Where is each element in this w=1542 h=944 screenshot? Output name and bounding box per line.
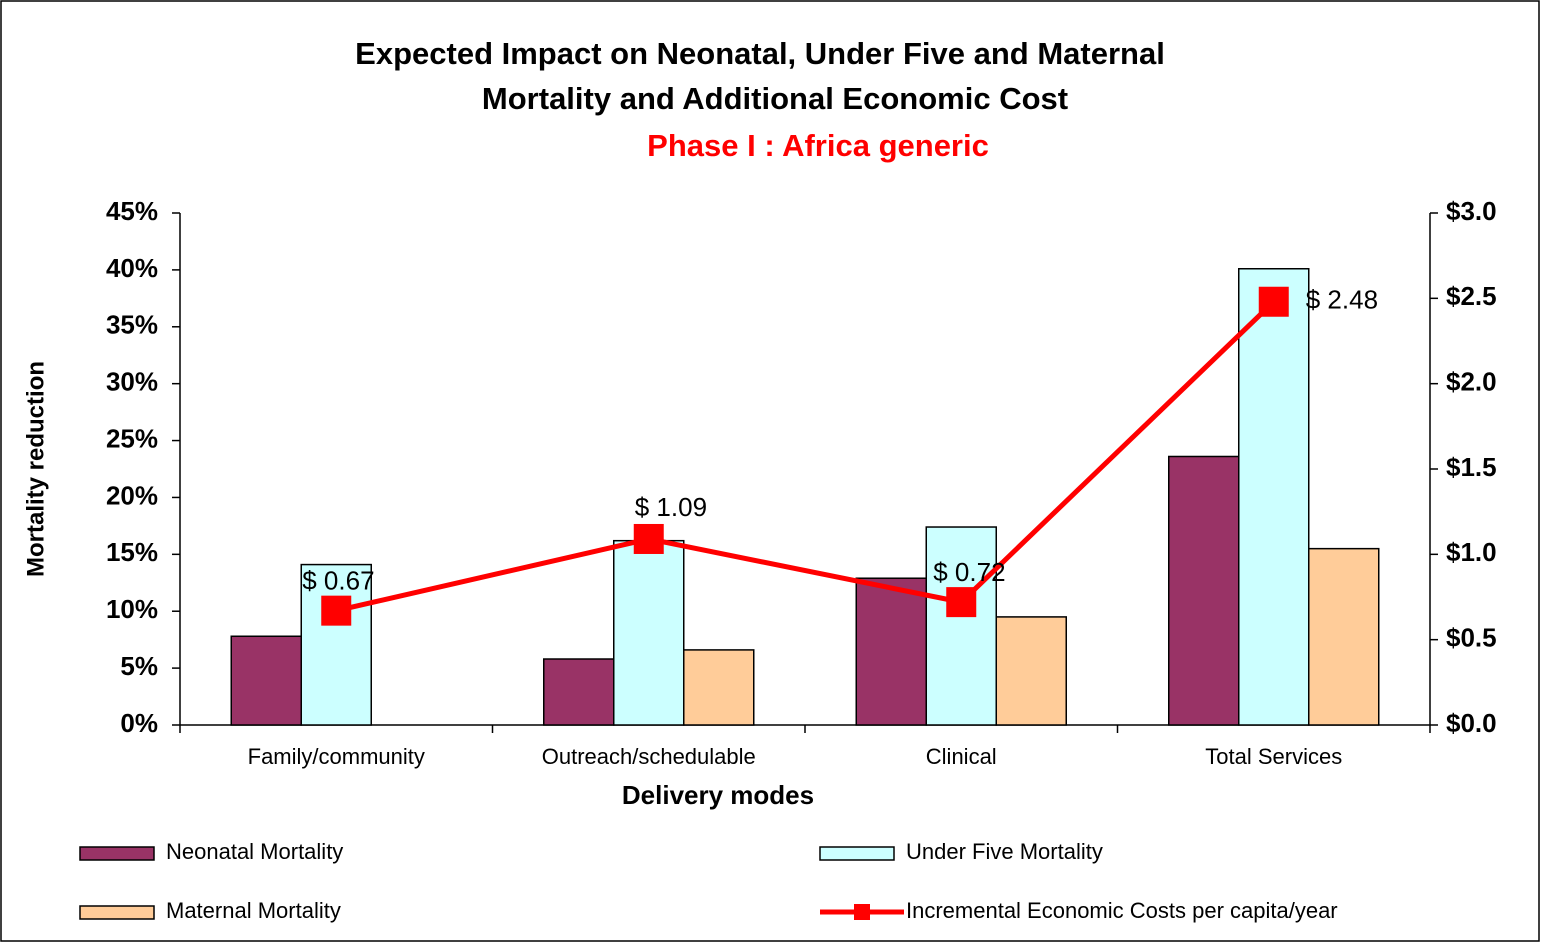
y-tick-label: 0% (120, 708, 158, 738)
y-tick-label: 40% (106, 253, 158, 283)
bar (613, 539, 685, 726)
bar (230, 635, 302, 726)
y-tick-label: 15% (106, 537, 158, 567)
bar (855, 577, 927, 726)
line-marker (321, 595, 352, 626)
bar (995, 616, 1067, 726)
y2-tick-label: $2.5 (1446, 281, 1497, 311)
legend-label: Incremental Economic Costs per capita/ye… (906, 898, 1338, 923)
x-tick-label: Clinical (926, 744, 997, 769)
y-axis-label: Mortality reduction (22, 361, 49, 577)
y-tick-label: 30% (106, 367, 158, 397)
y-tick-label: 10% (106, 594, 158, 624)
line-marker (946, 587, 977, 618)
x-tick-label: Family/community (248, 744, 425, 769)
legend-label: Neonatal Mortality (166, 839, 343, 864)
data-label: $ 0.67 (302, 566, 374, 596)
bar (543, 658, 615, 726)
bar (683, 649, 755, 726)
y2-tick-label: $3.0 (1446, 196, 1497, 226)
line-marker (1258, 286, 1289, 317)
y-tick-label: 45% (106, 196, 158, 226)
y2-tick-label: $1.0 (1446, 537, 1497, 567)
legend-label: Under Five Mortality (906, 839, 1103, 864)
legend-label: Maternal Mortality (166, 898, 341, 923)
legend-swatch (819, 846, 895, 861)
y-tick-label: 35% (106, 310, 158, 340)
x-tick-label: Total Services (1205, 744, 1342, 769)
bar (1308, 547, 1380, 726)
x-tick-label: Outreach/schedulable (542, 744, 756, 769)
line (335, 299, 1276, 614)
y-tick-label: 20% (106, 480, 158, 510)
chart-title: Mortality and Additional Economic Cost (482, 81, 1068, 116)
bar (925, 526, 997, 726)
data-label: $ 1.09 (635, 492, 707, 522)
y-tick-label: 25% (106, 423, 158, 453)
bar (1238, 268, 1310, 726)
bar (300, 563, 372, 726)
data-label: $ 0.72 (933, 557, 1005, 587)
y-tick-label: 5% (120, 651, 158, 681)
chart-title: Expected Impact on Neonatal, Under Five … (355, 36, 1165, 71)
bar (1168, 455, 1240, 726)
y2-tick-label: $0.0 (1446, 708, 1497, 738)
legend-swatch (79, 905, 155, 920)
y2-tick-label: $1.5 (1446, 452, 1497, 482)
y2-tick-label: $0.5 (1446, 623, 1497, 653)
chart-subtitle: Phase I : Africa generic (647, 128, 989, 163)
legend-swatch (854, 904, 870, 920)
line-marker (633, 523, 664, 554)
x-axis-label: Delivery modes (622, 780, 814, 810)
y2-tick-label: $2.0 (1446, 367, 1497, 397)
legend-swatch (79, 846, 155, 861)
data-label: $ 2.48 (1306, 285, 1378, 315)
